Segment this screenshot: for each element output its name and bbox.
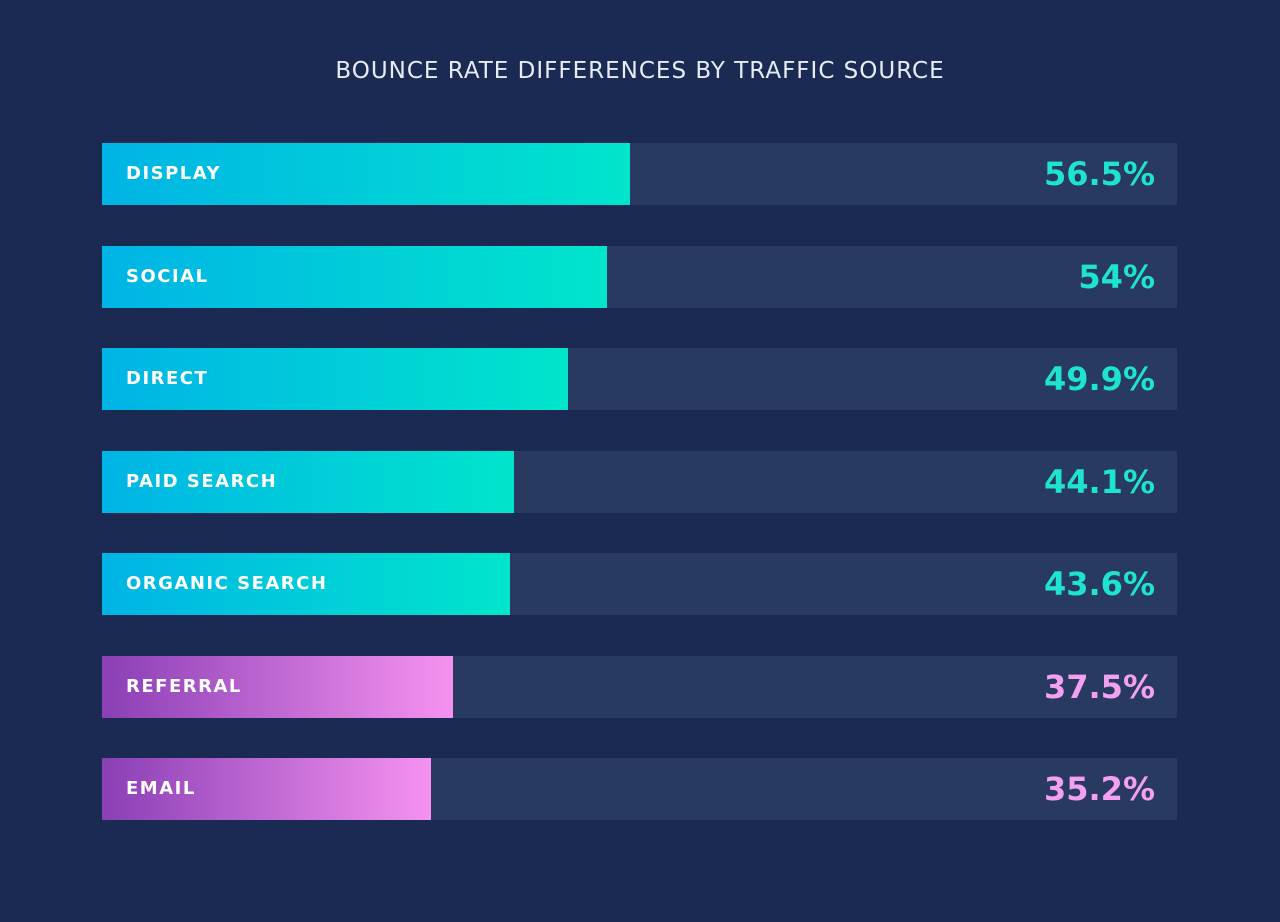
bar-label: SOCIAL — [126, 265, 209, 287]
value-label: 49.9% — [1043, 360, 1155, 398]
bar — [102, 758, 432, 820]
bar-label: EMAIL — [126, 778, 196, 799]
bar-row: PAID SEARCH 44.1% — [102, 450, 1177, 513]
bar-label: DISPLAY — [126, 163, 222, 184]
value-label: 56.5% — [1043, 155, 1155, 193]
bar — [102, 553, 510, 615]
value-label: 54% — [1078, 257, 1155, 296]
bar-label: REFERRAL — [126, 675, 242, 697]
value-label: 43.6% — [1043, 565, 1155, 603]
bar-label: ORGANIC SEARCH — [126, 573, 328, 594]
bar-row: SOCIAL 54% — [102, 245, 1177, 308]
bar — [102, 143, 631, 205]
bar — [102, 655, 453, 718]
chart-title: BOUNCE RATE DIFFERENCES BY TRAFFIC SOURC… — [335, 58, 945, 84]
bar — [102, 245, 607, 308]
value-label: 35.2% — [1043, 770, 1155, 808]
bar-label: DIRECT — [126, 368, 209, 389]
bar-row: EMAIL 35.2% — [102, 758, 1177, 820]
bar — [102, 450, 515, 513]
value-label: 44.1% — [1043, 462, 1155, 501]
value-label: 37.5% — [1043, 667, 1155, 706]
bar-label: PAID SEARCH — [126, 470, 278, 492]
bar-row: REFERRAL 37.5% — [102, 655, 1177, 718]
bar-row: ORGANIC SEARCH 43.6% — [102, 553, 1177, 615]
bar-row: DISPLAY 56.5% — [102, 143, 1177, 205]
bar-row: DIRECT 49.9% — [102, 348, 1177, 410]
bar — [102, 348, 569, 410]
